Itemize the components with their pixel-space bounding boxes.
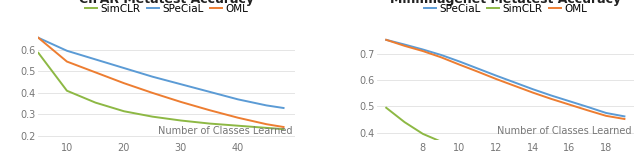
OML	[437, 56, 445, 58]
SimCLR	[205, 123, 213, 124]
Title: CIFAR Metatest Accuracy: CIFAR Metatest Accuracy	[79, 0, 254, 6]
SPeCiaL	[621, 115, 628, 117]
OML	[419, 50, 427, 52]
OML	[35, 37, 42, 39]
SimCLR	[280, 128, 287, 130]
OML	[177, 101, 185, 103]
SPeCiaL	[120, 67, 128, 69]
SPeCiaL	[35, 37, 42, 39]
SPeCiaL	[529, 88, 537, 90]
SimCLR	[437, 141, 445, 143]
OML	[492, 78, 500, 80]
OML	[529, 92, 537, 94]
SPeCiaL	[280, 107, 287, 109]
Line: SimCLR: SimCLR	[38, 53, 284, 129]
SPeCiaL	[547, 95, 555, 96]
Line: SimCLR: SimCLR	[386, 108, 468, 150]
SimCLR	[148, 116, 156, 118]
OML	[474, 71, 482, 73]
OML	[621, 118, 628, 120]
SimCLR	[382, 107, 390, 109]
Legend: SimCLR, SPeCiaL, OML: SimCLR, SPeCiaL, OML	[81, 0, 253, 18]
SPeCiaL	[419, 49, 427, 50]
OML	[120, 82, 128, 84]
SimCLR	[63, 90, 71, 92]
OML	[92, 71, 99, 73]
SPeCiaL	[148, 76, 156, 78]
SPeCiaL	[177, 83, 185, 85]
SimCLR	[401, 121, 408, 123]
OML	[566, 104, 573, 106]
Text: Number of Classes Learned: Number of Classes Learned	[497, 126, 631, 136]
Line: OML: OML	[38, 38, 284, 127]
OML	[205, 109, 213, 111]
SimCLR	[234, 125, 242, 127]
OML	[262, 123, 270, 125]
OML	[511, 85, 518, 87]
SPeCiaL	[492, 75, 500, 77]
Legend: SPeCiaL, SimCLR, OML: SPeCiaL, SimCLR, OML	[419, 0, 591, 18]
SimCLR	[35, 52, 42, 54]
OML	[234, 117, 242, 119]
SPeCiaL	[511, 81, 518, 83]
SimCLR	[120, 110, 128, 112]
OML	[401, 45, 408, 47]
OML	[63, 61, 71, 63]
SPeCiaL	[566, 100, 573, 102]
SPeCiaL	[437, 54, 445, 56]
SPeCiaL	[92, 58, 99, 60]
OML	[547, 98, 555, 100]
OML	[584, 109, 591, 111]
Text: Number of Classes Learned: Number of Classes Learned	[158, 126, 292, 136]
SPeCiaL	[456, 61, 463, 62]
Line: SPeCiaL: SPeCiaL	[38, 38, 284, 108]
Title: MiniImagenet Metatest Accuracy: MiniImagenet Metatest Accuracy	[390, 0, 621, 6]
SPeCiaL	[401, 44, 408, 45]
SimCLR	[92, 102, 99, 104]
SPeCiaL	[382, 39, 390, 41]
OML	[280, 126, 287, 128]
OML	[148, 92, 156, 94]
SPeCiaL	[262, 105, 270, 106]
SPeCiaL	[63, 50, 71, 52]
Line: SPeCiaL: SPeCiaL	[386, 40, 625, 116]
SimCLR	[177, 120, 185, 122]
SimCLR	[419, 133, 427, 135]
SPeCiaL	[474, 68, 482, 70]
SPeCiaL	[602, 112, 610, 114]
SimCLR	[456, 146, 463, 148]
Line: OML: OML	[386, 40, 625, 119]
OML	[456, 64, 463, 66]
SimCLR	[465, 149, 472, 151]
SimCLR	[262, 127, 270, 129]
SPeCiaL	[205, 91, 213, 93]
SPeCiaL	[584, 106, 591, 108]
OML	[602, 115, 610, 117]
SPeCiaL	[234, 98, 242, 100]
OML	[382, 39, 390, 41]
